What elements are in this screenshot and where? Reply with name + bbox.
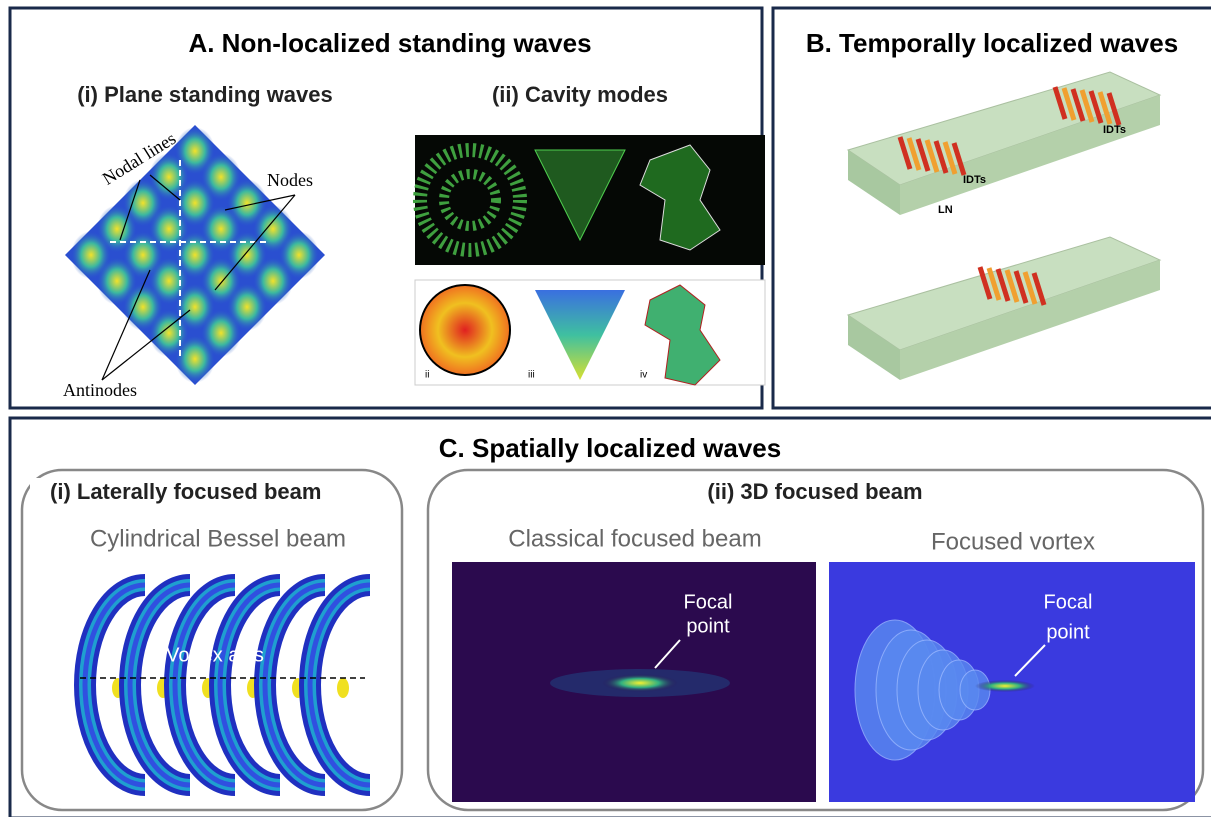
cavity-circle [420, 285, 510, 375]
panel-a-title: A. Non-localized standing waves [188, 28, 591, 58]
caption: Classical focused beam [508, 525, 761, 552]
label: LN [938, 204, 953, 216]
cavity-label: iii [528, 370, 535, 381]
label: Vortex axis [166, 644, 264, 666]
label: point [686, 615, 730, 637]
hot-spot [337, 678, 349, 698]
subtitle: (ii) 3D focused beam [707, 479, 922, 504]
label: Focal [1044, 591, 1093, 613]
subtitle: (i) Laterally focused beam [50, 479, 321, 504]
panel-b-title: B. Temporally localized waves [806, 28, 1178, 58]
label: IDTs [963, 174, 986, 186]
label: Focal [684, 591, 733, 613]
caption: Cylindrical Bessel beam [90, 525, 346, 552]
slabs [848, 72, 1160, 380]
subtitle: (i) Plane standing waves [77, 82, 333, 107]
panel-c-title: C. Spatially localized waves [439, 433, 781, 463]
bessel-beam [85, 585, 370, 785]
label: Antinodes [63, 380, 137, 400]
label: IDTs [1103, 124, 1126, 136]
cavity-label: ii [425, 370, 429, 381]
focal-spot [602, 674, 678, 692]
figure: A. Non-localized standing waves (i) Plan… [0, 0, 1211, 817]
subtitle: (ii) Cavity modes [492, 82, 668, 107]
focal-spot [975, 680, 1035, 692]
cavity-label: iv [640, 370, 647, 381]
sub-frame [22, 470, 402, 810]
caption: Focused vortex [931, 528, 1095, 555]
label: point [1046, 621, 1090, 643]
label: Nodes [267, 170, 313, 190]
